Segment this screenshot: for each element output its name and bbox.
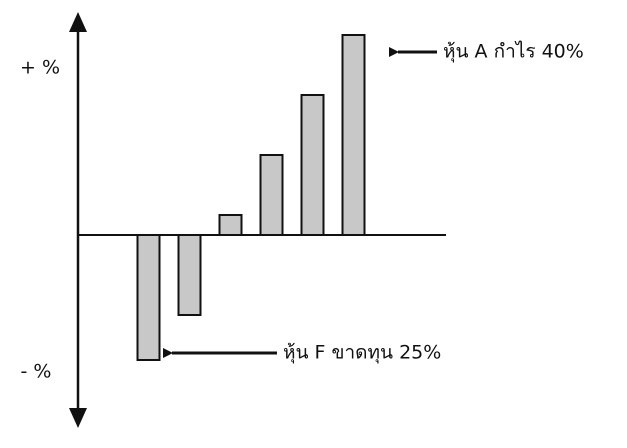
annotation: หุ้น A กำไร 40% xyxy=(443,41,584,64)
y-axis-arrow-down xyxy=(69,408,87,428)
annotation: หุ้น F ขาดทุน 25% xyxy=(283,342,441,365)
y-label-negative: - % xyxy=(21,361,52,383)
bar xyxy=(300,94,325,236)
bar xyxy=(177,234,202,316)
y-label-positive: + % xyxy=(20,57,60,79)
bar xyxy=(136,234,161,361)
y-axis-arrow-up xyxy=(69,12,87,32)
bar xyxy=(218,214,243,236)
bar xyxy=(341,34,366,236)
axes xyxy=(69,12,87,428)
bar xyxy=(259,154,284,236)
